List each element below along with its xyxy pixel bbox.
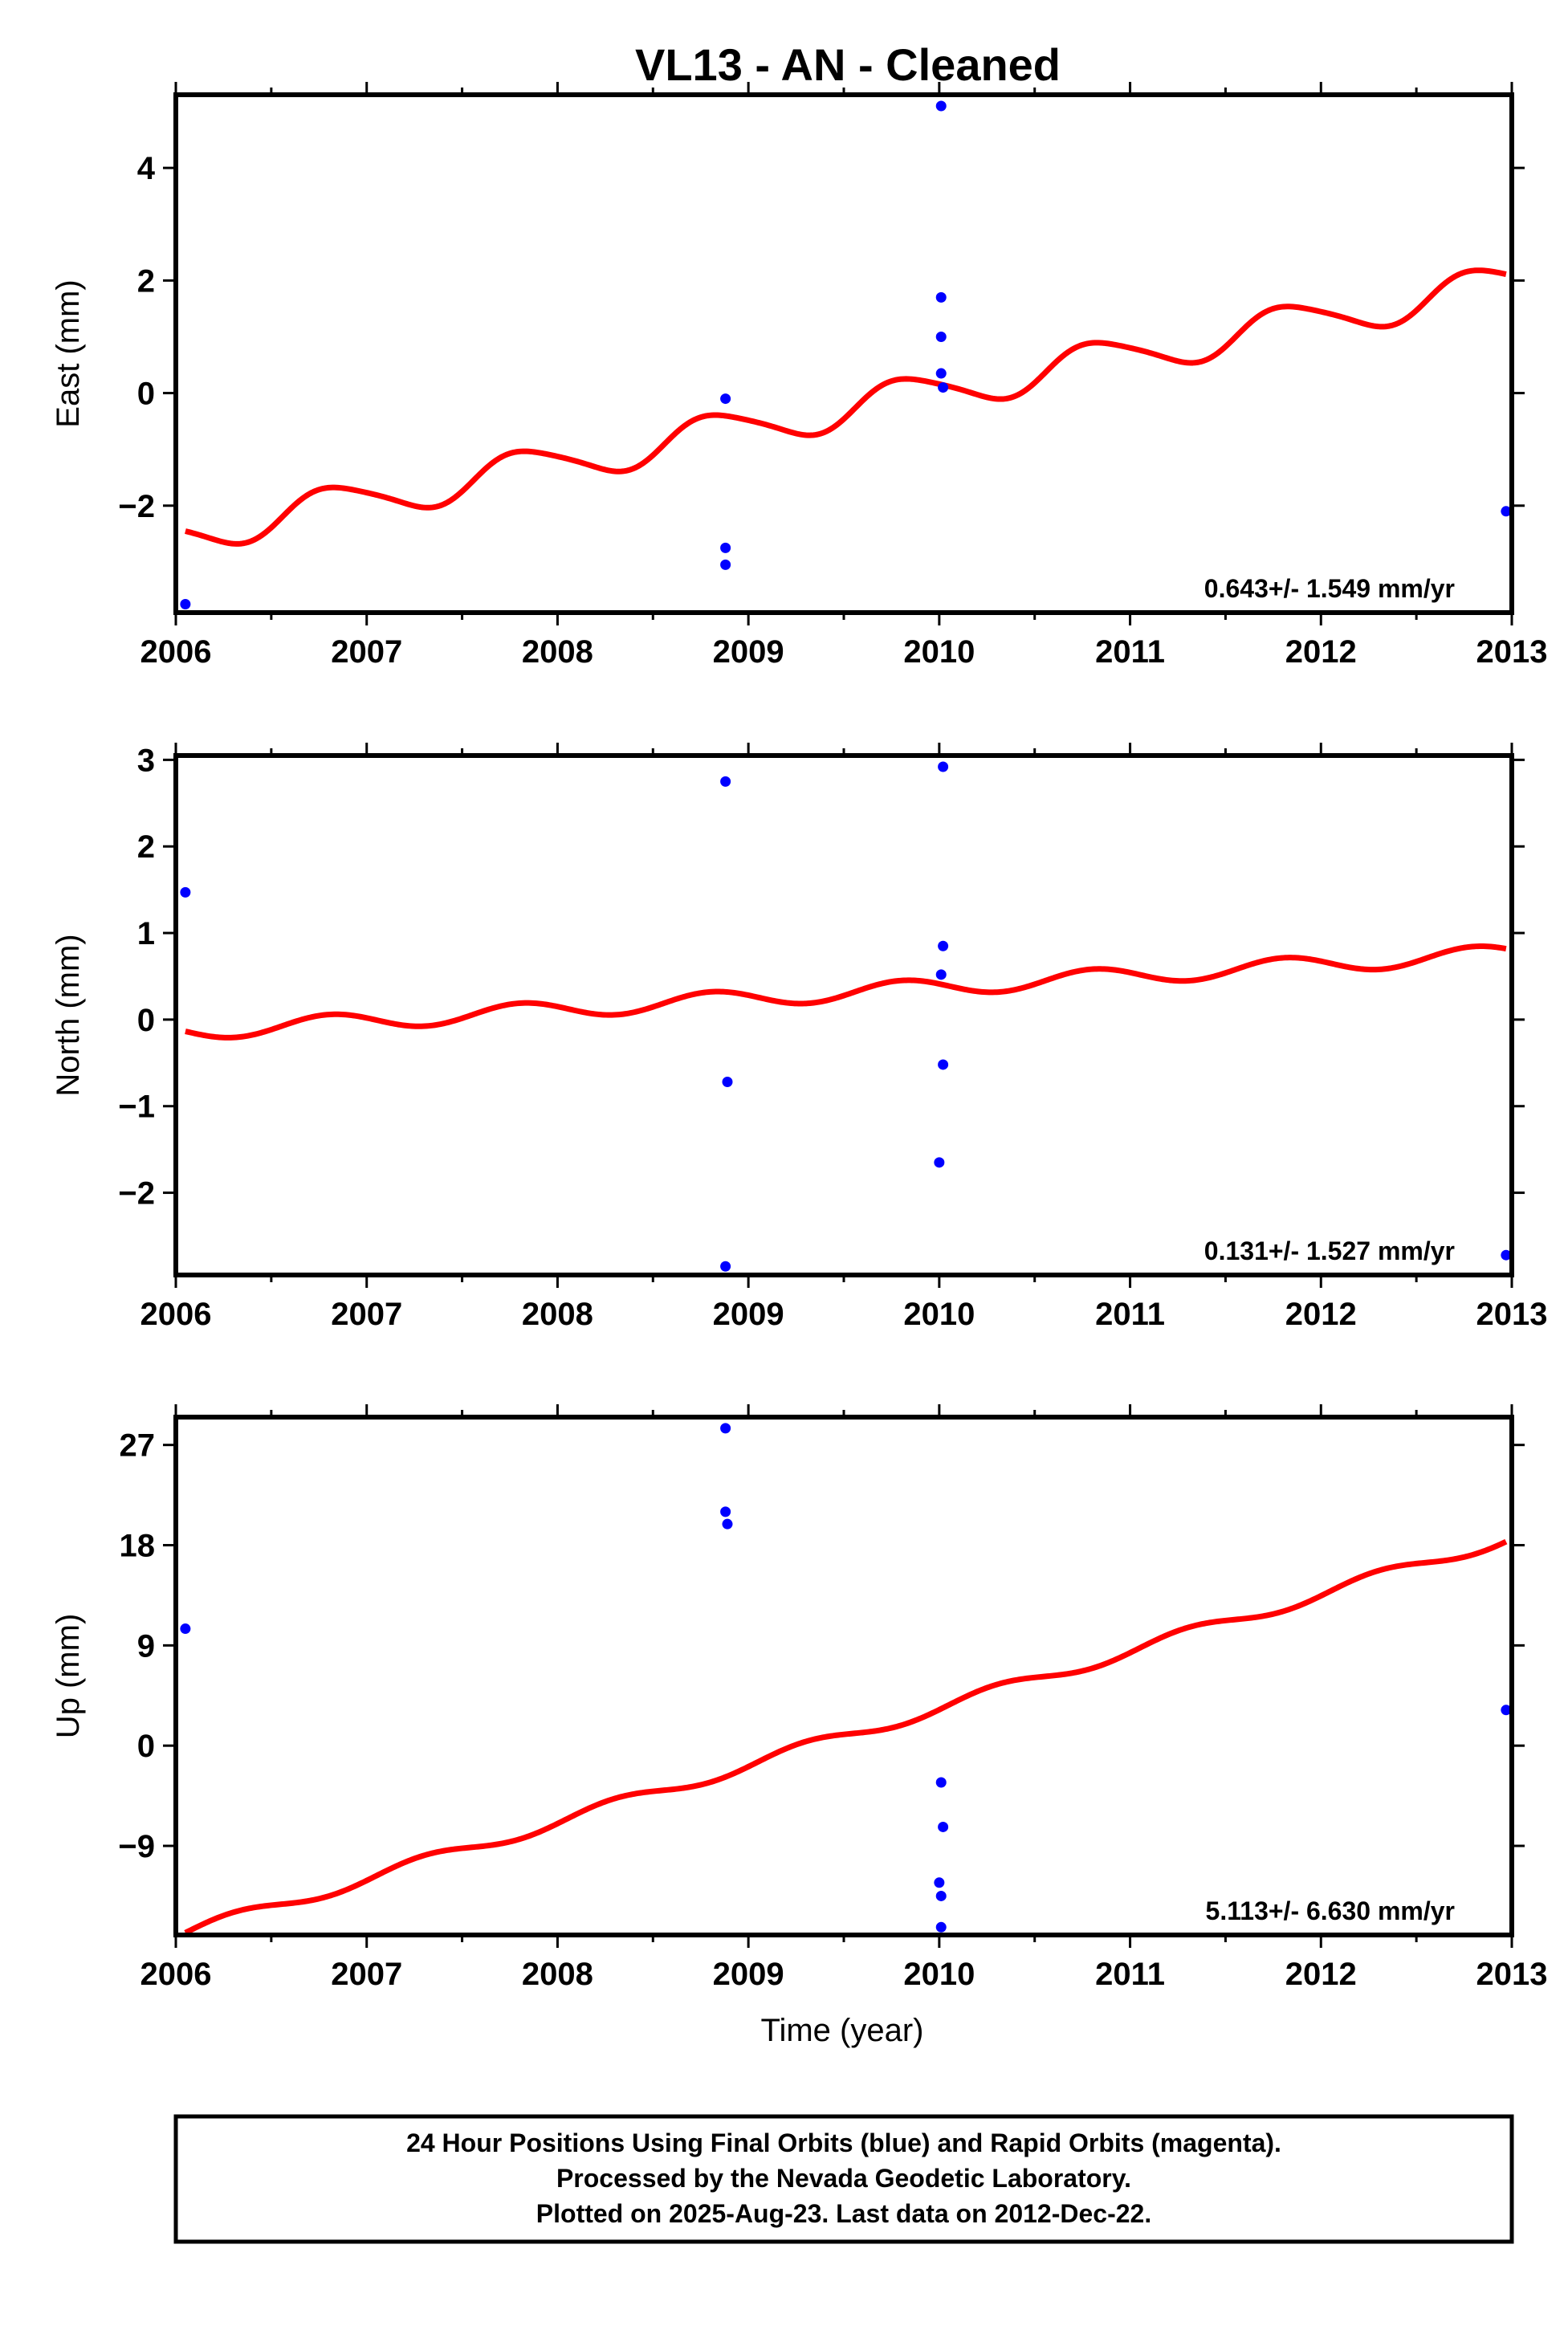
- up-data-point: [934, 1877, 945, 1888]
- north-data-point: [1501, 1249, 1512, 1261]
- east-model-curve: [184, 267, 1508, 547]
- east-panel: 2006 2007 2008 2009 2010 2011 2012 2013 4 2 0 −2 Eas…: [51, 82, 1547, 670]
- north-xtick-label: 2006: [141, 1297, 212, 1332]
- up-data-point: [722, 1518, 733, 1530]
- up-data-point: [935, 1777, 947, 1788]
- figure-title: VL13 - AN - Cleaned: [635, 39, 1061, 90]
- east-ytick-label: 2: [137, 263, 155, 299]
- up-ytick-label: 18: [120, 1529, 156, 1564]
- east-data-point: [720, 559, 731, 570]
- north-model-curve: [184, 943, 1508, 1041]
- east-data-point: [720, 393, 731, 405]
- up-data-point: [180, 1623, 191, 1635]
- north-rate-label: 0.131+/- 1.527 mm/yr: [1204, 1236, 1455, 1265]
- north-data-point: [720, 776, 731, 787]
- east-data-point: [1501, 506, 1512, 517]
- north-data-point: [938, 940, 949, 951]
- up-ytick-label: −9: [118, 1829, 155, 1864]
- up-data-point: [938, 1821, 949, 1832]
- footer-box: 24 Hour Positions Using Final Orbits (bl…: [173, 2114, 1514, 2244]
- north-data-point: [938, 761, 949, 772]
- east-plot-frame: [173, 92, 1514, 615]
- north-xtick-label: 2009: [713, 1297, 784, 1332]
- east-data-point: [938, 382, 949, 393]
- footer-line-2: Processed by the Nevada Geodetic Laborat…: [556, 2164, 1131, 2193]
- up-xtick-label: 2012: [1285, 1957, 1357, 1992]
- up-xtick-label: 2010: [903, 1957, 975, 1992]
- east-ylabel: East (mm): [51, 279, 86, 427]
- north-xtick-label: 2011: [1095, 1297, 1165, 1332]
- up-data-point: [720, 1423, 731, 1434]
- east-ytick-label: −2: [118, 489, 155, 524]
- east-xtick-label: 2006: [141, 634, 212, 670]
- up-ylabel: Up (mm): [51, 1614, 86, 1739]
- north-ylabel: North (mm): [51, 934, 86, 1096]
- east-xtick-label: 2013: [1476, 634, 1548, 670]
- east-xtick-label: 2012: [1285, 634, 1357, 670]
- up-rate-label: 5.113+/- 6.630 mm/yr: [1206, 1896, 1455, 1925]
- north-data-point: [938, 1059, 949, 1070]
- up-data-point: [935, 1890, 947, 1901]
- up-plot-frame: [173, 1415, 1514, 1937]
- north-ytick-label: 3: [137, 743, 155, 778]
- up-xtick-label: 2008: [522, 1957, 593, 1992]
- north-data-point: [934, 1157, 945, 1168]
- north-data-point: [180, 886, 191, 898]
- east-data-point: [935, 331, 947, 342]
- north-data-point: [720, 1261, 731, 1272]
- north-xtick-label: 2012: [1285, 1297, 1357, 1332]
- north-xtick-label: 2008: [522, 1297, 593, 1332]
- east-data-point: [935, 100, 947, 112]
- up-ytick-label: 0: [137, 1729, 155, 1764]
- north-plot-frame: [173, 753, 1514, 1277]
- up-xtick-label: 2013: [1476, 1957, 1548, 1992]
- east-xtick-label: 2010: [903, 634, 975, 670]
- east-rate-label: 0.643+/- 1.549 mm/yr: [1204, 574, 1455, 603]
- east-data-point: [935, 291, 947, 303]
- east-data-point: [180, 598, 191, 609]
- up-data-point: [1501, 1705, 1512, 1716]
- north-panel: 2006 2007 2008 2009 2010 2011 2012 2013 3 2 1 0 −1 −2…: [51, 743, 1547, 1332]
- east-xtick-label: 2009: [713, 634, 784, 670]
- north-data-point: [722, 1077, 733, 1088]
- east-ytick-label: 0: [137, 377, 155, 412]
- north-ytick-label: 0: [137, 1003, 155, 1038]
- up-xtick-label: 2009: [713, 1957, 784, 1992]
- east-data-point: [935, 368, 947, 379]
- up-panel: 2006 2007 2008 2009 2010 2011 2012 2013 27 18 9 0 −9…: [51, 1404, 1547, 2048]
- footer-line-3: Plotted on 2025-Aug-23. Last data on 201…: [536, 2199, 1151, 2228]
- up-data-point: [935, 1921, 947, 1933]
- north-data-point: [935, 969, 947, 980]
- north-xtick-label: 2013: [1476, 1297, 1548, 1332]
- north-ytick-label: −2: [118, 1176, 155, 1212]
- up-data-point: [720, 1506, 731, 1517]
- east-ytick-label: 4: [137, 151, 156, 186]
- north-xtick-label: 2010: [903, 1297, 975, 1332]
- footer-line-1: 24 Hour Positions Using Final Orbits (bl…: [406, 2128, 1281, 2157]
- east-xtick-label: 2007: [331, 634, 402, 670]
- north-ytick-label: −1: [118, 1090, 155, 1125]
- north-xtick-label: 2007: [331, 1297, 402, 1332]
- up-ytick-label: 27: [120, 1428, 156, 1464]
- up-xtick-label: 2007: [331, 1957, 402, 1992]
- up-ytick-label: 9: [137, 1628, 155, 1664]
- up-model-curve: [184, 1538, 1508, 1935]
- north-ytick-label: 1: [137, 916, 155, 951]
- east-data-point: [720, 542, 731, 553]
- footer-frame: [173, 2114, 1514, 2244]
- up-xlabel: Time (year): [761, 2013, 924, 2048]
- east-xtick-label: 2008: [522, 634, 593, 670]
- east-xtick-label: 2011: [1095, 634, 1165, 670]
- up-xtick-label: 2006: [141, 1957, 212, 1992]
- up-xtick-label: 2011: [1095, 1957, 1165, 1992]
- north-ytick-label: 2: [137, 829, 155, 865]
